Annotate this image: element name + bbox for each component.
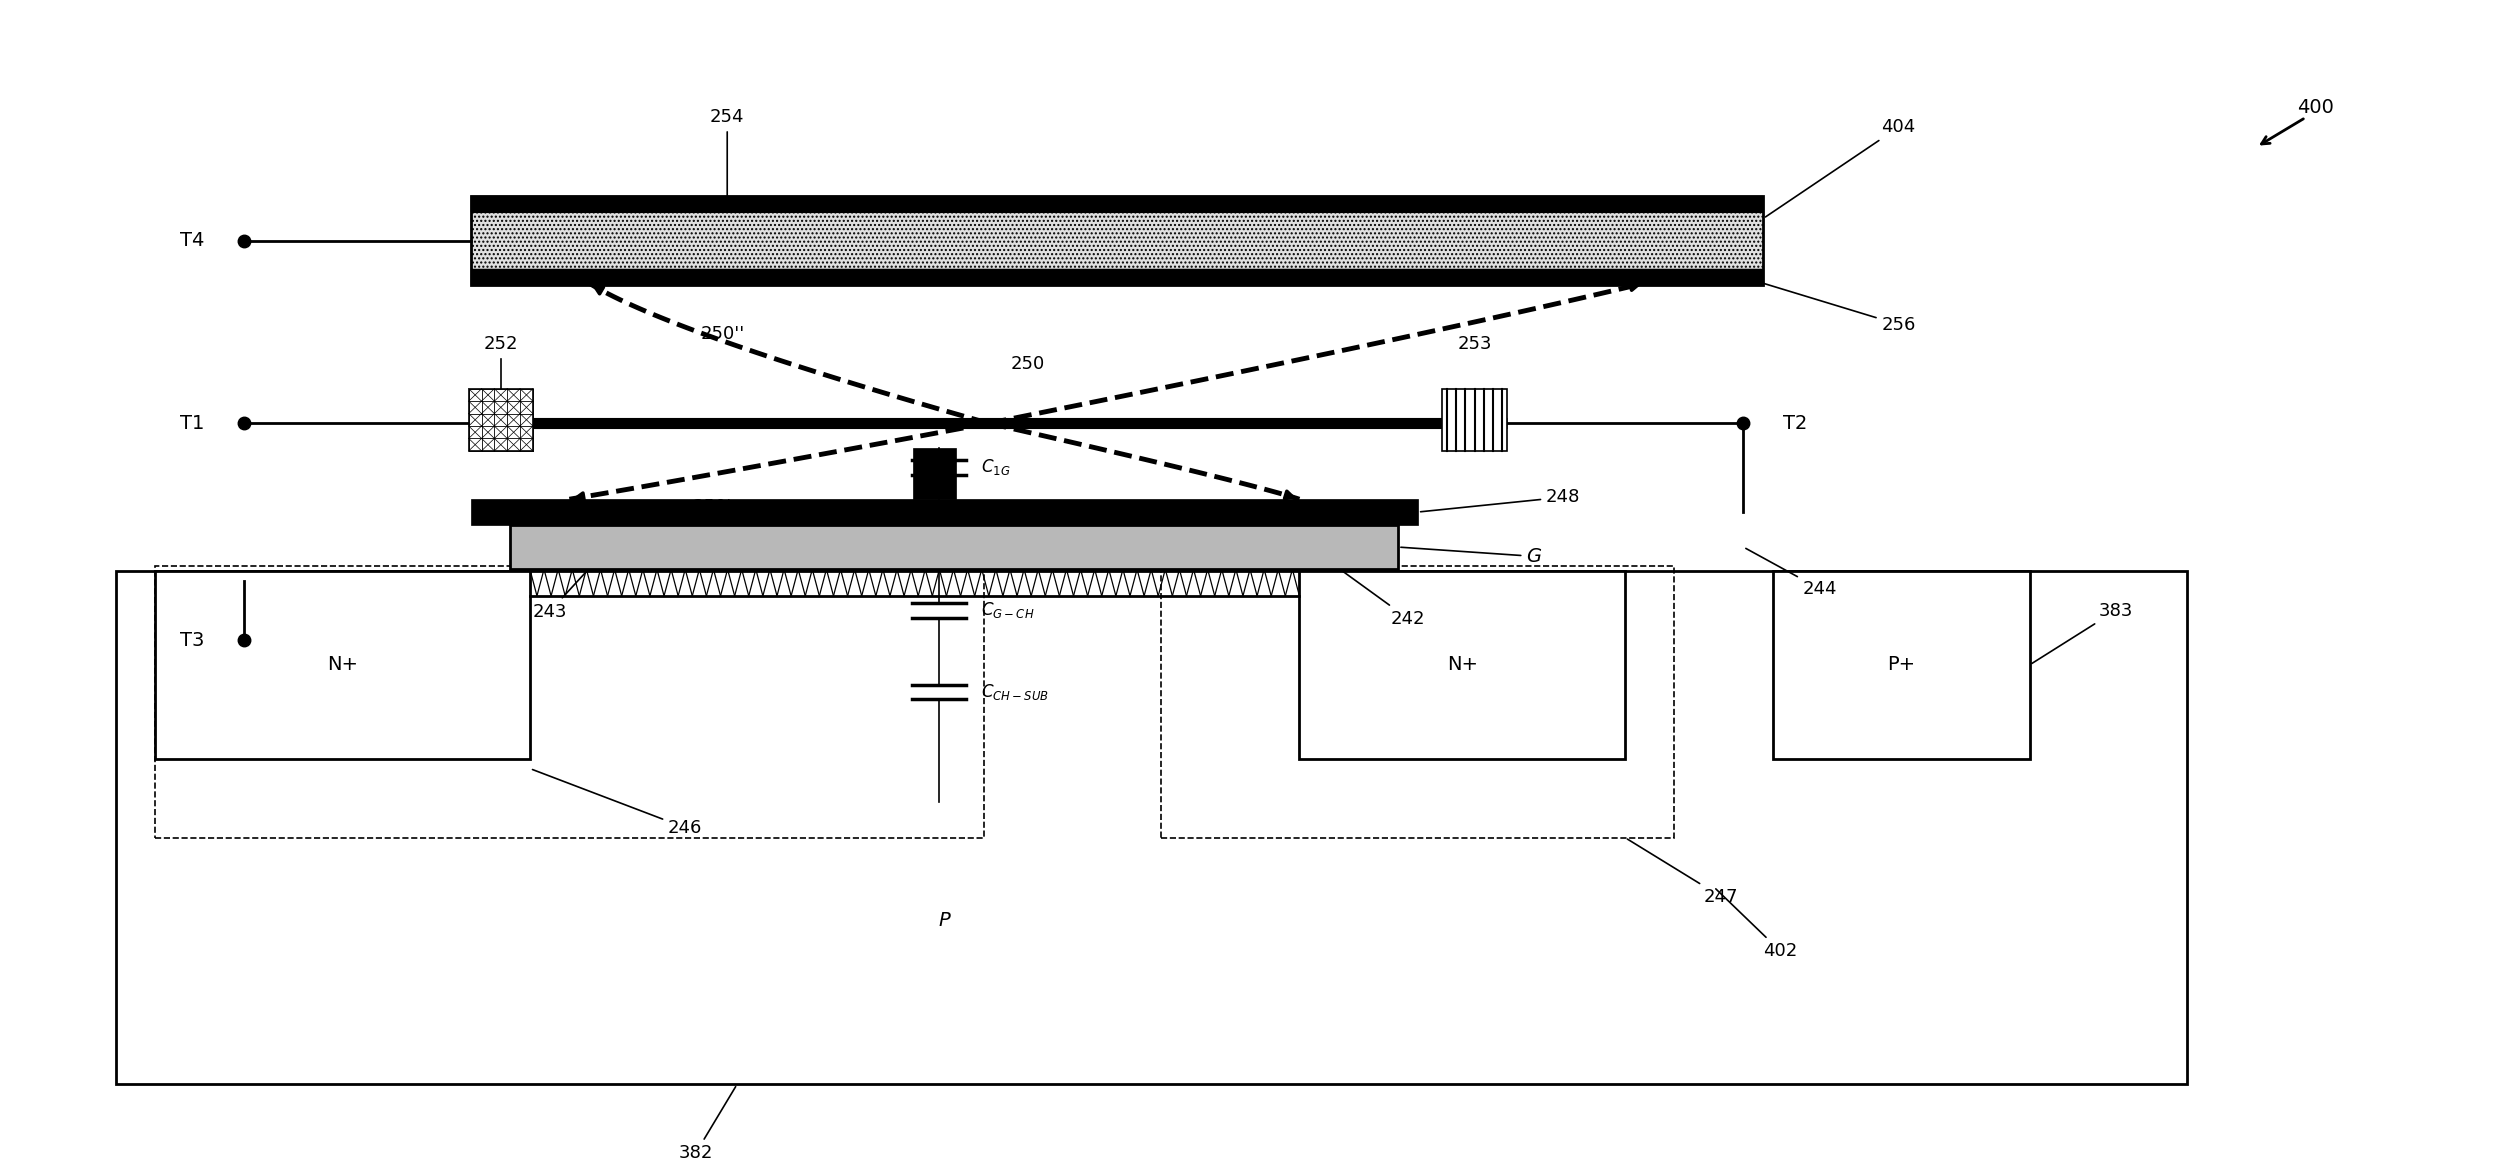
Text: T4: T4: [181, 232, 204, 250]
Text: 246: 246: [533, 770, 702, 837]
Text: T3: T3: [181, 630, 204, 650]
Text: 248: 248: [1422, 488, 1580, 512]
Bar: [1298, 571, 1625, 759]
Text: 243: 243: [533, 549, 606, 620]
Bar: [913, 447, 956, 500]
Text: N+: N+: [1447, 656, 1477, 675]
Bar: [1162, 567, 1673, 838]
Text: T1: T1: [181, 414, 204, 432]
Text: 247: 247: [1628, 839, 1739, 905]
Text: 252: 252: [483, 335, 518, 353]
Bar: [1774, 571, 2030, 759]
Text: 250': 250': [692, 498, 732, 516]
Text: G: G: [1401, 547, 1542, 566]
Text: 253: 253: [1457, 335, 1492, 353]
Text: N+: N+: [327, 656, 357, 675]
Bar: [156, 567, 984, 838]
Text: 242: 242: [1311, 548, 1424, 627]
Text: 404: 404: [1766, 118, 1915, 217]
Text: 382: 382: [679, 1087, 735, 1159]
Text: 250'': 250'': [699, 326, 745, 343]
Text: $C_{CH-SUB}$: $C_{CH-SUB}$: [981, 683, 1049, 702]
Bar: [511, 525, 1399, 569]
Text: 256: 256: [1746, 278, 1915, 334]
Text: T2: T2: [1784, 414, 1806, 432]
Text: P: P: [938, 911, 951, 930]
Text: 400: 400: [2297, 99, 2335, 117]
Bar: [1442, 388, 1507, 451]
Text: 244: 244: [1746, 548, 1837, 598]
Bar: [468, 388, 533, 451]
Bar: [470, 500, 1419, 525]
Bar: [116, 571, 2186, 1085]
Text: 383: 383: [2033, 602, 2134, 663]
Text: 250: 250: [1011, 355, 1044, 373]
Bar: [156, 571, 531, 759]
Text: 402: 402: [1716, 889, 1796, 960]
Text: $C_{1G}$: $C_{1G}$: [981, 457, 1011, 478]
Bar: [470, 212, 1764, 269]
Text: P+: P+: [1887, 656, 1915, 675]
Bar: [470, 196, 1764, 285]
Text: 254: 254: [710, 108, 745, 198]
Bar: [470, 269, 1764, 285]
Text: $C_{G-CH}$: $C_{G-CH}$: [981, 600, 1034, 620]
Bar: [470, 196, 1764, 212]
